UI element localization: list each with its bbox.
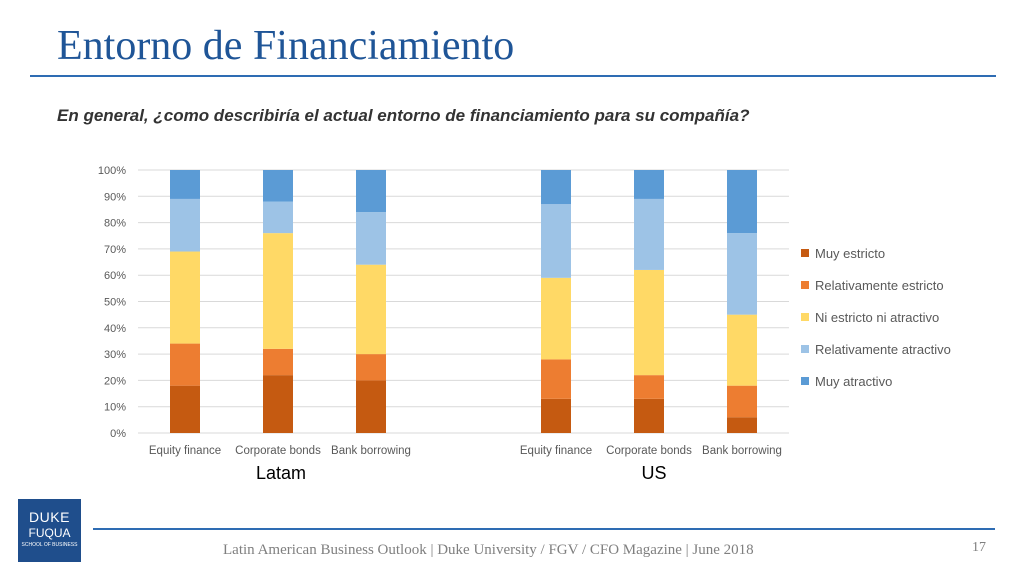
legend-label: Relativamente atractivo bbox=[815, 342, 951, 357]
page-number: 17 bbox=[972, 540, 986, 555]
legend-swatch bbox=[801, 281, 809, 289]
y-tick-label: 100% bbox=[98, 165, 126, 177]
survey-question: En general, ¿como describiría el actual … bbox=[57, 106, 750, 125]
y-tick-label: 20% bbox=[104, 375, 126, 387]
bar-segment bbox=[170, 251, 200, 344]
y-tick-label: 0% bbox=[110, 428, 126, 440]
x-category-label: Equity finance bbox=[520, 445, 592, 457]
bar-segment bbox=[634, 375, 664, 399]
page-title: Entorno de Financiamiento bbox=[57, 23, 515, 69]
x-category-label: Equity finance bbox=[149, 445, 221, 457]
bar-segment bbox=[541, 359, 571, 399]
legend-swatch bbox=[801, 249, 809, 257]
y-tick-label: 30% bbox=[104, 349, 126, 361]
legend-label: Muy atractivo bbox=[815, 374, 892, 389]
bar-segment bbox=[356, 170, 386, 213]
x-category-label: Bank borrowing bbox=[702, 445, 782, 457]
legend-swatch bbox=[801, 377, 809, 385]
stacked-bar-chart: 0% 10% 20% 30% 40% 50% 60% 70% 80% 90% 100% Equity … bbox=[98, 165, 951, 457]
title-divider bbox=[30, 75, 996, 77]
bar-segment bbox=[541, 170, 571, 205]
y-tick-label: 50% bbox=[104, 297, 126, 309]
bar-segment bbox=[356, 354, 386, 381]
group-label-latam: Latam bbox=[255, 463, 307, 483]
bar-segment bbox=[263, 348, 293, 376]
x-category-label: Bank borrowing bbox=[331, 445, 411, 457]
legend-label: Relativamente estricto bbox=[815, 278, 944, 293]
bar-segment bbox=[170, 385, 200, 433]
group-label-us: US bbox=[641, 463, 667, 483]
y-tick-label: 70% bbox=[104, 244, 126, 256]
logo-line-1: DUKE bbox=[29, 509, 70, 525]
bar-segment bbox=[263, 170, 293, 202]
footer-divider bbox=[93, 528, 995, 530]
x-category-label: Corporate bonds bbox=[235, 445, 321, 457]
bar-segment bbox=[727, 385, 757, 418]
y-tick-label: 10% bbox=[104, 402, 126, 414]
duke-fuqua-logo: DUKE FUQUA SCHOOL OF BUSINESS bbox=[18, 499, 81, 562]
y-tick-label: 80% bbox=[104, 218, 126, 230]
y-tick-label: 40% bbox=[104, 323, 126, 335]
logo-line-2: FUQUA bbox=[28, 526, 71, 540]
bar-segment bbox=[634, 170, 664, 199]
legend-label: Ni estricto ni atractivo bbox=[815, 310, 939, 325]
legend-swatch bbox=[801, 313, 809, 321]
bar-segment bbox=[263, 375, 293, 433]
y-tick-label: 90% bbox=[104, 191, 126, 203]
bar-segment bbox=[356, 380, 386, 433]
bar-segment bbox=[356, 264, 386, 355]
x-category-label: Corporate bonds bbox=[606, 445, 692, 457]
legend-label: Muy estricto bbox=[815, 246, 885, 261]
y-tick-label: 60% bbox=[104, 270, 126, 282]
logo-line-3: SCHOOL OF BUSINESS bbox=[21, 542, 78, 548]
bar-segment bbox=[727, 314, 757, 386]
bar-segment bbox=[727, 170, 757, 234]
bar-segment bbox=[634, 198, 664, 270]
bar-segment bbox=[727, 233, 757, 315]
bar-segment bbox=[263, 233, 293, 349]
bar-segment bbox=[263, 201, 293, 234]
legend-swatch bbox=[801, 345, 809, 353]
bar-segment bbox=[356, 212, 386, 265]
bar-segment bbox=[727, 417, 757, 433]
bar-segment bbox=[170, 343, 200, 386]
bar-segment bbox=[541, 398, 571, 433]
bar-segment bbox=[170, 198, 200, 252]
bar-segment bbox=[170, 170, 200, 199]
bar-segment bbox=[634, 398, 664, 433]
bar-segment bbox=[541, 277, 571, 360]
bar-segment bbox=[541, 204, 571, 278]
bar-segment bbox=[634, 269, 664, 376]
footer-text: Latin American Business Outlook | Duke U… bbox=[223, 542, 754, 558]
